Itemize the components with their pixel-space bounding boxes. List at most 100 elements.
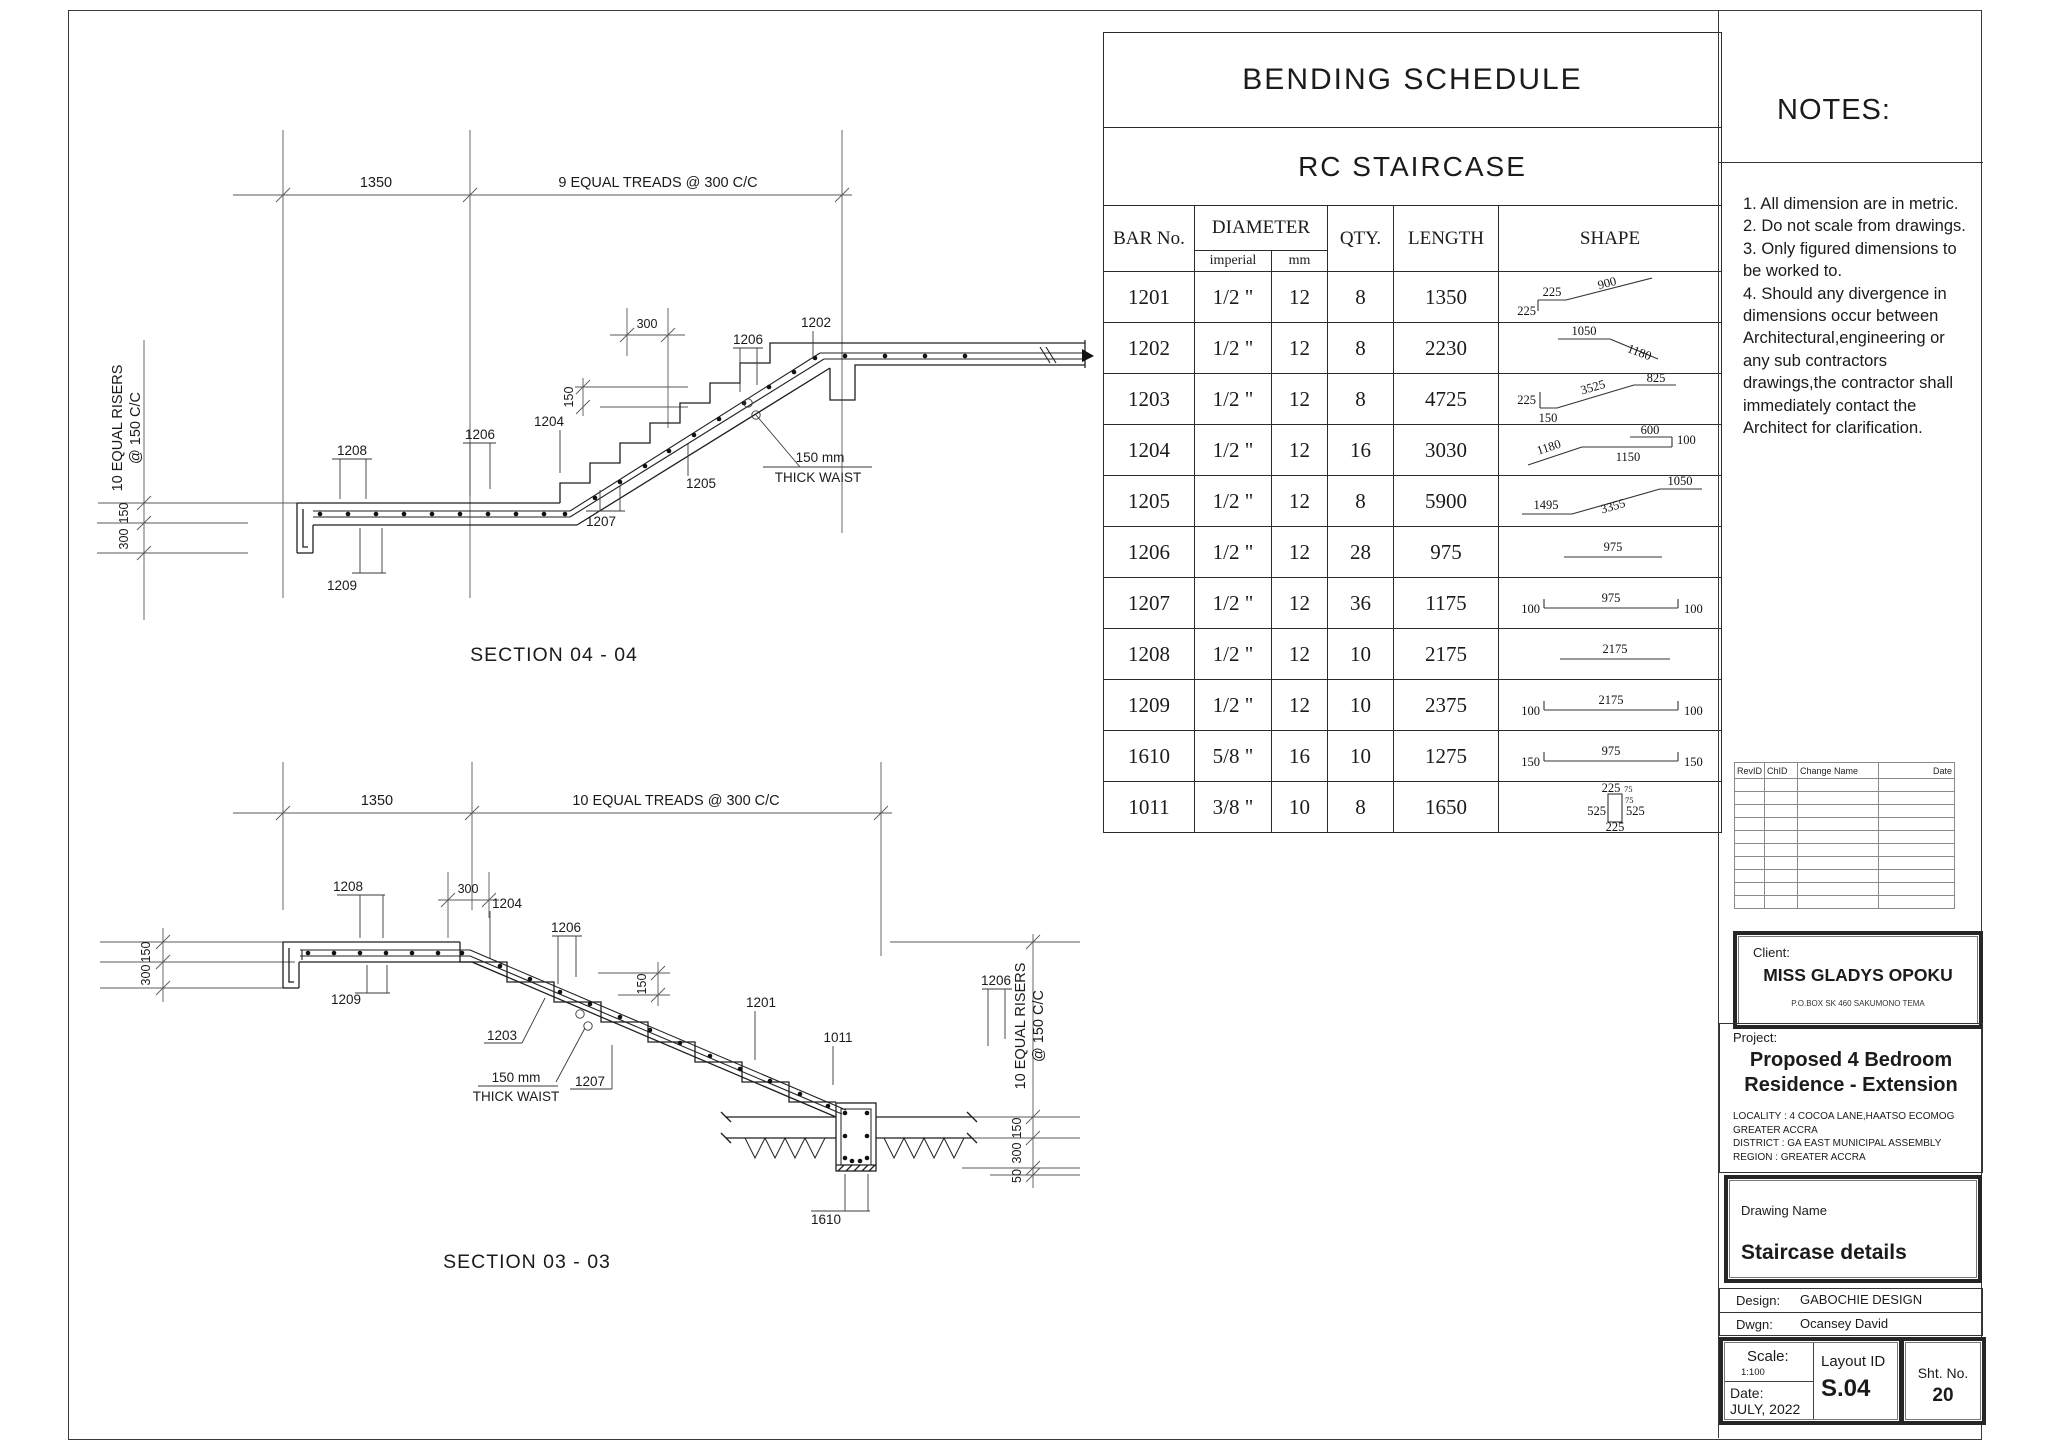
section04-dimension-lines xyxy=(97,130,852,620)
section03-bar-1207: 1207 xyxy=(575,1074,605,1089)
svg-text:150: 150 xyxy=(1521,755,1540,769)
section04-dim-risers-line1: 10 EQUAL RISERS xyxy=(110,365,126,492)
section04-bar-1205: 1205 xyxy=(686,476,716,491)
client-label: Client: xyxy=(1753,945,1790,960)
schedule-row-1209: 1209 1/2 " 12 10 2375 100 2175 100 xyxy=(1103,679,1722,731)
project-name-line2: Residence - Extension xyxy=(1744,1074,1958,1096)
section03-dim-risers-line1: 10 EQUAL RISERS xyxy=(1013,963,1029,1090)
rev-row xyxy=(1733,882,1956,896)
rev-row xyxy=(1733,804,1956,818)
svg-text:2175: 2175 xyxy=(1603,642,1628,656)
svg-text:100: 100 xyxy=(1521,602,1540,616)
note-line: any sub contractors xyxy=(1743,351,1887,370)
scale-value: 1:100 xyxy=(1741,1367,1765,1378)
shape-1206: 975 xyxy=(1564,540,1662,558)
rev-row xyxy=(1733,791,1956,805)
section03-bar-1610: 1610 xyxy=(811,1212,841,1227)
section03-callout-leaders xyxy=(337,894,1012,1212)
client-box-inner: Client: MISS GLADYS OPOKU P.O.BOX SK 460… xyxy=(1738,936,1978,1024)
schedule-row-1206: 1206 1/2 " 12 28 975 975 xyxy=(1103,526,1722,578)
layout-id-label: Layout ID xyxy=(1821,1353,1886,1370)
section-03-03: 1350 10 EQUAL TREADS @ 300 C/C 150 300 3… xyxy=(100,762,1080,1273)
section03-bar-1206-right: 1206 xyxy=(981,973,1011,988)
shape-1209: 100 2175 100 xyxy=(1521,693,1703,718)
section03-bar-1011: 1011 xyxy=(823,1030,852,1045)
section04-dim-tread-300: 300 xyxy=(637,317,658,331)
schedule-row-1207: 1207 1/2 " 12 36 1175 100 975 100 xyxy=(1103,577,1722,629)
shape-1204: 1180 1150 600 100 xyxy=(1527,425,1696,466)
section03-dim-tread-300: 300 xyxy=(458,882,479,896)
section03-dimension-lines xyxy=(100,762,1080,1188)
svg-text:100: 100 xyxy=(1684,602,1703,616)
dwgn-row: Dwgn: Ocansey David xyxy=(1720,1312,1982,1336)
design-label: Design: xyxy=(1736,1293,1781,1308)
shape-1201: 225 225 900 xyxy=(1517,274,1653,318)
dwgn-label: Dwgn: xyxy=(1736,1317,1773,1332)
scale-box-divider xyxy=(1813,1343,1814,1419)
section04-reinforcement xyxy=(313,346,1094,518)
section04-dim-1350: 1350 xyxy=(360,175,392,191)
svg-text:600: 600 xyxy=(1641,425,1660,437)
svg-text:100: 100 xyxy=(1677,433,1696,447)
note-line: dimensions occur between xyxy=(1743,307,1939,326)
rev-col-date: Date xyxy=(1878,762,1956,779)
sheet-border xyxy=(68,10,1982,1440)
design-value: GABOCHIE DESIGN xyxy=(1800,1292,1923,1307)
rev-row xyxy=(1733,843,1956,857)
client-box: Client: MISS GLADYS OPOKU P.O.BOX SK 460… xyxy=(1733,931,1983,1029)
svg-text:225: 225 xyxy=(1602,782,1621,795)
project-locality-line2: GREATER ACCRA xyxy=(1733,1124,1818,1136)
project-name-line1: Proposed 4 Bedroom xyxy=(1749,1049,1953,1071)
note-line: drawings,the contractor shall xyxy=(1743,374,1954,393)
note-line: 1. All dimension are in metric. xyxy=(1743,195,1959,213)
col-header-imperial: imperial xyxy=(1194,250,1272,272)
section03-dim-treads: 10 EQUAL TREADS @ 300 C/C xyxy=(572,793,779,809)
svg-text:150: 150 xyxy=(1684,755,1703,769)
shape-1207: 100 975 100 xyxy=(1521,591,1703,616)
date-value: JULY, 2022 xyxy=(1730,1401,1801,1417)
dwgn-value: Ocansey David xyxy=(1800,1316,1889,1331)
rev-row xyxy=(1733,869,1956,883)
section03-bar-1201: 1201 xyxy=(746,995,776,1010)
schedule-title: BENDING SCHEDULE xyxy=(1103,32,1722,128)
section04-caption: SECTION 04 - 04 xyxy=(470,644,638,666)
shape-1202: 1050 1180 xyxy=(1558,324,1659,363)
section03-bar-1208: 1208 xyxy=(333,879,363,894)
col-header-qty: QTY. xyxy=(1327,205,1394,272)
svg-text:900: 900 xyxy=(1596,274,1618,292)
svg-text:75: 75 xyxy=(1625,795,1634,805)
section04-dim-treads: 9 EQUAL TREADS @ 300 C/C xyxy=(558,175,757,191)
note-line: 4. Should any divergence in xyxy=(1743,284,1947,303)
rev-row xyxy=(1733,830,1956,844)
note-line: 3. Only figured dimensions to xyxy=(1743,239,1957,258)
schedule-row-1205: 1205 1/2 " 12 8 5900 1495 3355 1050 xyxy=(1103,475,1722,527)
sheet-number-label: Sht. No. xyxy=(1917,1365,1969,1381)
notes-divider xyxy=(1719,162,1983,163)
project-name: Proposed 4 Bedroom Residence - Extension xyxy=(1720,1048,1982,1098)
schedule-row-1203: 1203 1/2 " 12 8 4725 225 150 3525 825 xyxy=(1103,373,1722,425)
section03-dim-1350: 1350 xyxy=(361,793,393,809)
scale-label: Scale: xyxy=(1747,1348,1789,1365)
section03-dim-right-50: 50 xyxy=(1010,1169,1024,1183)
section04-bar-1206-right: 1206 xyxy=(733,332,763,347)
schedule-row-1610: 1610 5/8 " 16 10 1275 150 975 150 xyxy=(1103,730,1722,782)
client-address: P.O.BOX SK 460 SAKUMONO TEMA xyxy=(1791,999,1925,1008)
rev-col-change-name: Change Name xyxy=(1797,762,1880,779)
section03-bar-1206-left: 1206 xyxy=(551,920,581,935)
shape-1205: 1495 3355 1050 xyxy=(1522,477,1702,516)
project-label: Project: xyxy=(1733,1030,1778,1045)
scale-date-layout-box: Scale: 1:100 Date: JULY, 2022 Layout ID … xyxy=(1719,1337,1903,1425)
section04-dim-300: 300 xyxy=(117,529,131,550)
date-label: Date: xyxy=(1730,1385,1764,1401)
shape-1208: 2175 xyxy=(1560,642,1670,660)
svg-text:100: 100 xyxy=(1684,704,1703,718)
svg-text:975: 975 xyxy=(1602,591,1621,605)
section04-bar-1207: 1207 xyxy=(586,514,616,529)
col-header-length: LENGTH xyxy=(1393,205,1499,272)
project-meta: LOCALITY : 4 COCOA LANE,HAATSO ECOMOG GR… xyxy=(1733,1110,1973,1164)
section03-dim-risers-line2: @ 150 C/C xyxy=(1031,990,1047,1062)
section03-waist-note-1: 150 mm xyxy=(492,1070,541,1085)
rev-col-chid: ChID xyxy=(1764,762,1799,779)
scale-box-inner: Scale: 1:100 Date: JULY, 2022 Layout ID … xyxy=(1724,1342,1898,1420)
section03-waist-note-2: THICK WAIST xyxy=(473,1089,560,1104)
